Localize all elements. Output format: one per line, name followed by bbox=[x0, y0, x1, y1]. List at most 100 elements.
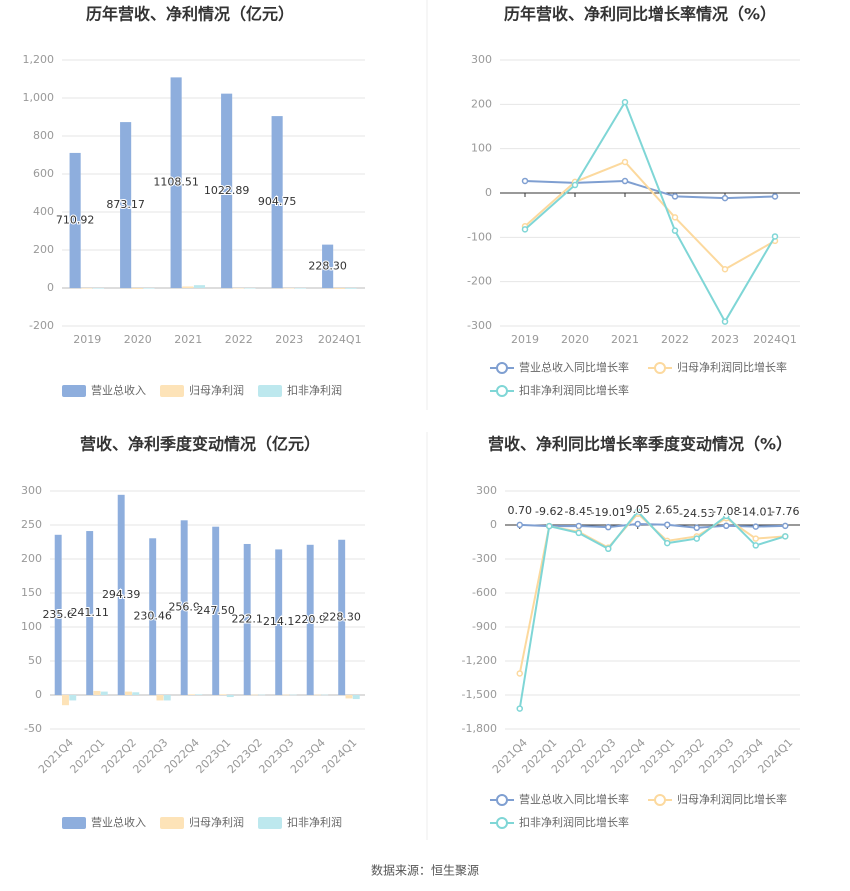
point bbox=[575, 522, 582, 530]
bar bbox=[100, 691, 108, 695]
legend-swatch bbox=[496, 385, 508, 397]
legend-swatch bbox=[258, 385, 282, 397]
bar-label: 1022.89 bbox=[204, 184, 250, 197]
point bbox=[671, 214, 679, 221]
chart-title: 营收、净利季度变动情况（亿元） bbox=[80, 435, 320, 454]
point bbox=[521, 226, 529, 233]
legend-swatch bbox=[62, 817, 86, 829]
x-tick-label: 2020 bbox=[124, 333, 152, 346]
bar-label: 294.39 bbox=[102, 588, 141, 601]
point bbox=[546, 522, 553, 530]
point bbox=[621, 158, 629, 166]
bar-label: 214.1 bbox=[263, 615, 295, 628]
bar bbox=[219, 694, 227, 695]
y-tick-label: 1,200 bbox=[23, 53, 55, 66]
line bbox=[524, 99, 776, 324]
bar bbox=[322, 244, 334, 288]
point-label: 0.70 bbox=[508, 504, 533, 517]
footer: 数据来源：恒生聚源 bbox=[371, 863, 479, 878]
y-tick-label: 200 bbox=[471, 97, 492, 110]
legend-label: 营业总收入 bbox=[91, 815, 146, 829]
bar bbox=[333, 288, 345, 289]
bar bbox=[93, 690, 101, 695]
y-tick-label: 0 bbox=[35, 688, 42, 701]
bar bbox=[226, 695, 234, 698]
point bbox=[664, 521, 671, 528]
y-tick-label: 800 bbox=[33, 129, 54, 142]
bar bbox=[283, 288, 295, 289]
point bbox=[771, 233, 779, 240]
bar bbox=[275, 549, 283, 695]
bar bbox=[149, 538, 157, 695]
bar bbox=[314, 694, 321, 696]
point-label: -24.53 bbox=[679, 507, 714, 520]
y-tick-label: -600 bbox=[472, 586, 497, 599]
point bbox=[516, 521, 523, 529]
legend-label: 扣非净利润同比增长率 bbox=[519, 815, 629, 829]
y-tick-label: 1,000 bbox=[23, 91, 55, 104]
x-tick-label: 2020 bbox=[561, 333, 589, 346]
bar bbox=[243, 543, 251, 695]
bar bbox=[143, 288, 155, 289]
bar bbox=[195, 694, 203, 695]
bar bbox=[117, 494, 125, 695]
y-tick-label: 200 bbox=[33, 243, 54, 256]
bar bbox=[193, 285, 206, 288]
point-label: -14.01 bbox=[738, 506, 773, 519]
y-tick-label: -300 bbox=[467, 319, 492, 332]
point bbox=[516, 670, 523, 677]
legend-swatch bbox=[160, 385, 184, 397]
y-tick-label: 100 bbox=[471, 142, 492, 155]
bar-label: 256.9 bbox=[168, 601, 200, 614]
line bbox=[519, 522, 786, 529]
point-label: 2.65 bbox=[655, 504, 680, 517]
point bbox=[693, 535, 700, 542]
y-tick-label: 300 bbox=[471, 53, 492, 66]
y-tick-label: 100 bbox=[21, 620, 42, 633]
legend-swatch bbox=[654, 794, 666, 806]
bar-label: 228.30 bbox=[322, 610, 361, 623]
bar bbox=[69, 152, 81, 288]
y-tick-label: 600 bbox=[33, 167, 54, 180]
chart-title: 营收、净利同比增长率季度变动情况（%） bbox=[488, 435, 792, 454]
y-tick-label: 0 bbox=[490, 518, 497, 531]
point bbox=[516, 705, 523, 712]
y-tick-label: -50 bbox=[24, 722, 42, 735]
point bbox=[621, 98, 629, 106]
point-label: -7.08 bbox=[712, 505, 740, 518]
point bbox=[752, 535, 759, 542]
point-label: -19.01 bbox=[591, 506, 626, 519]
y-tick-label: 0 bbox=[47, 281, 54, 294]
y-tick-label: -100 bbox=[467, 230, 492, 243]
x-tick-label: 2019 bbox=[73, 333, 101, 346]
point bbox=[521, 177, 529, 185]
bar bbox=[125, 691, 132, 695]
bar-label: 241.11 bbox=[70, 606, 109, 619]
point bbox=[605, 545, 612, 553]
bar bbox=[188, 694, 195, 695]
legend-swatch bbox=[258, 817, 282, 829]
legend-label: 营业总收入同比增长率 bbox=[519, 360, 629, 374]
bar-label: 222.1 bbox=[231, 612, 263, 625]
y-tick-label: 50 bbox=[28, 654, 42, 667]
bar bbox=[345, 695, 353, 699]
bar bbox=[352, 695, 360, 700]
legend-swatch bbox=[62, 385, 86, 397]
legend-swatch bbox=[496, 362, 508, 374]
bar-label: 1108.51 bbox=[153, 176, 199, 189]
legend-swatch bbox=[160, 817, 184, 829]
bar bbox=[251, 694, 258, 696]
bar-label: 235.6 bbox=[42, 608, 74, 621]
x-tick-label: 2024Q1 bbox=[319, 736, 359, 776]
bar bbox=[212, 526, 220, 695]
bar bbox=[306, 544, 314, 695]
bar bbox=[180, 520, 188, 695]
legend-label: 归母净利润同比增长率 bbox=[677, 360, 787, 374]
x-tick-label: 2021 bbox=[611, 333, 639, 346]
point bbox=[723, 512, 730, 520]
point bbox=[782, 533, 789, 540]
bar bbox=[92, 288, 105, 289]
y-tick-label: 250 bbox=[21, 518, 42, 531]
y-tick-label: 300 bbox=[476, 484, 497, 497]
